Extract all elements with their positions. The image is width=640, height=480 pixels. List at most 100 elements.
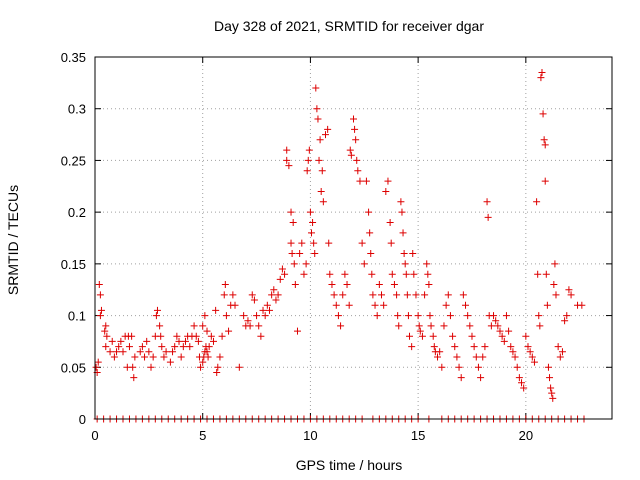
- data-point: [311, 250, 319, 258]
- data-point: [131, 353, 139, 361]
- data-point: [328, 281, 336, 289]
- data-point: [561, 317, 569, 325]
- data-point: [487, 322, 495, 330]
- data-point: [551, 260, 559, 268]
- data-point: [464, 312, 472, 320]
- data-point: [225, 327, 233, 335]
- data-point: [265, 306, 273, 314]
- data-point: [352, 136, 360, 144]
- data-point: [216, 353, 224, 361]
- data-point: [528, 353, 536, 361]
- data-point: [293, 327, 301, 335]
- data-point: [546, 374, 554, 382]
- data-point: [540, 136, 548, 144]
- data-point: [289, 218, 297, 226]
- data-point: [354, 167, 362, 175]
- data-point: [387, 239, 395, 247]
- data-point: [310, 239, 318, 247]
- data-point: [535, 312, 543, 320]
- data-point: [466, 322, 474, 330]
- data-point: [536, 322, 544, 330]
- data-point: [204, 353, 212, 361]
- data-point: [103, 332, 111, 340]
- data-point: [346, 146, 354, 154]
- data-point: [382, 187, 390, 195]
- chart-title: Day 328 of 2021, SRMTID for receiver dga…: [214, 18, 484, 34]
- data-point: [424, 270, 432, 278]
- data-point: [274, 291, 282, 299]
- data-point: [330, 291, 338, 299]
- y-tick-label: 0.2: [68, 205, 86, 220]
- data-point: [117, 337, 125, 345]
- data-point: [351, 125, 359, 133]
- data-point: [158, 343, 166, 351]
- data-point: [378, 291, 386, 299]
- data-point: [325, 239, 333, 247]
- data-point: [472, 353, 480, 361]
- ticks: 0 0.05 0.1 0.15 0.2 0.25 0.3 0.35 0 5 10 15 20: [61, 50, 612, 443]
- data-point: [317, 187, 325, 195]
- data-point: [290, 260, 298, 268]
- data-point: [313, 105, 321, 113]
- data-point: [399, 229, 407, 237]
- data-point: [97, 306, 105, 314]
- data-point: [401, 260, 409, 268]
- data-point: [541, 141, 549, 149]
- data-point: [455, 363, 463, 371]
- data-point: [398, 208, 406, 216]
- data-point: [222, 312, 230, 320]
- data-point: [390, 281, 398, 289]
- data-point: [272, 296, 280, 304]
- x-tick-label: 20: [519, 428, 533, 443]
- data-point: [129, 363, 137, 371]
- data-point: [468, 332, 476, 340]
- data-point: [253, 312, 261, 320]
- data-point: [337, 322, 345, 330]
- data-point: [309, 218, 317, 226]
- data-point: [539, 110, 547, 118]
- data-point: [125, 343, 133, 351]
- data-point: [268, 291, 276, 299]
- data-point: [474, 363, 482, 371]
- data-point: [449, 332, 457, 340]
- data-point: [402, 270, 410, 278]
- data-point: [115, 343, 123, 351]
- data-point: [356, 177, 364, 185]
- data-point: [518, 379, 526, 387]
- data-point: [197, 363, 205, 371]
- data-point: [235, 363, 243, 371]
- data-point: [511, 353, 519, 361]
- data-point: [136, 348, 144, 356]
- data-point: [530, 358, 538, 366]
- data-point: [477, 374, 485, 382]
- y-tick-label: 0.05: [61, 360, 86, 375]
- data-point: [479, 353, 487, 361]
- data-point: [94, 358, 102, 366]
- data-point: [400, 250, 408, 258]
- data-point: [444, 291, 452, 299]
- data-point: [157, 332, 165, 340]
- data-point: [194, 337, 202, 345]
- data-point: [543, 301, 551, 309]
- data-point: [190, 322, 198, 330]
- data-point: [141, 353, 149, 361]
- data-point: [541, 177, 549, 185]
- data-point: [312, 84, 320, 92]
- data-point: [339, 291, 347, 299]
- data-point: [371, 301, 379, 309]
- data-point: [388, 270, 396, 278]
- data-point: [287, 239, 295, 247]
- data-point: [298, 239, 306, 247]
- data-point: [558, 348, 566, 356]
- data-point: [179, 343, 187, 351]
- data-point: [470, 343, 478, 351]
- data-point: [524, 343, 532, 351]
- data-point: [343, 281, 351, 289]
- x-tick-label: 0: [91, 428, 98, 443]
- data-point: [416, 327, 424, 335]
- data-point: [406, 332, 414, 340]
- data-point: [304, 156, 312, 164]
- data-point: [285, 162, 293, 170]
- data-point: [205, 343, 213, 351]
- data-point: [177, 353, 185, 361]
